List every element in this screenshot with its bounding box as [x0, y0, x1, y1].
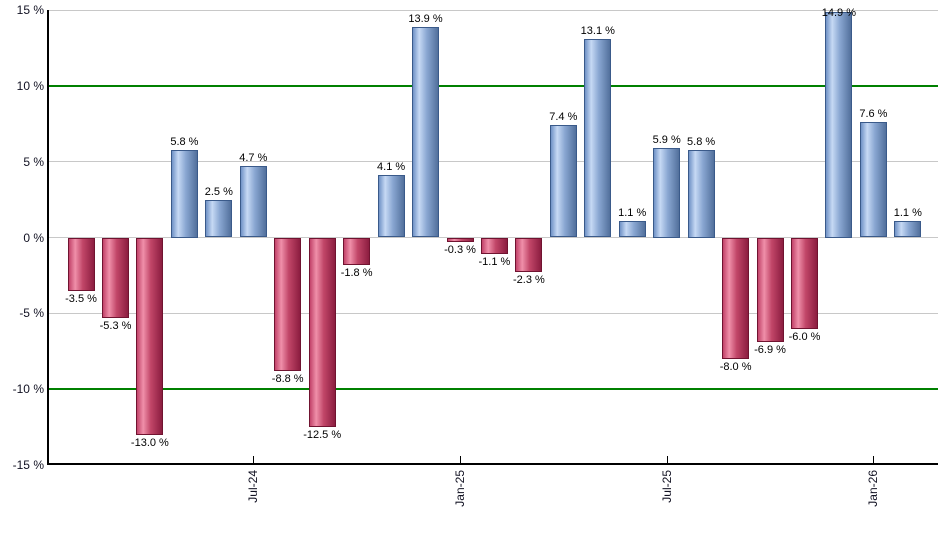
x-axis-label: Jul-24: [246, 470, 261, 503]
bar-positive: [239, 166, 267, 238]
bar-value-label: 1.1 %: [618, 206, 647, 219]
bar-negative: [102, 237, 129, 318]
bar-value-label: -8.8 %: [271, 373, 304, 385]
x-axis-label: Jul-25: [659, 470, 674, 503]
bar-positive: [653, 148, 681, 238]
bar-negative: [515, 237, 543, 273]
bar-positive: [859, 122, 887, 238]
gridline: [49, 9, 938, 11]
bar-negative: [136, 237, 164, 435]
bar-negative: [67, 237, 95, 291]
x-axis-label: Jan-26: [866, 470, 881, 507]
bar-positive: [170, 149, 198, 238]
bar-positive: [894, 220, 922, 238]
bar-value-label: 14.9 %: [821, 7, 857, 19]
y-axis-label: 5 %: [23, 154, 44, 169]
bar-value-label: -6.0 %: [788, 330, 821, 343]
bar-value-label: 5.8 %: [687, 135, 716, 148]
gridline: [49, 312, 938, 314]
bar-value-label: -3.5 %: [65, 292, 97, 305]
y-axis-label: -10 %: [12, 382, 44, 397]
gridline: [49, 161, 938, 163]
bar-negative: [480, 237, 508, 255]
bar-positive: [377, 175, 405, 238]
y-axis-line: [47, 10, 49, 465]
bar-value-label: -1.8 %: [340, 266, 373, 279]
y-axis-label: 0 %: [23, 230, 44, 245]
bar-value-label: -8.0 %: [719, 360, 752, 373]
bar-value-label: 2.5 %: [204, 185, 233, 198]
bar-negative: [343, 237, 371, 265]
y-axis-label: 10 %: [16, 78, 44, 93]
x-axis-tick: [666, 456, 668, 463]
x-axis-tick: [253, 456, 255, 463]
reference-line: [49, 388, 938, 391]
reference-line: [49, 84, 938, 87]
bar-negative: [791, 237, 818, 329]
y-axis-label: 15 %: [16, 3, 44, 17]
bar-negative: [446, 237, 474, 242]
x-axis-label: Jan-25: [453, 470, 467, 507]
x-axis-tick: [873, 456, 875, 463]
bar-positive: [618, 220, 646, 238]
bar-value-label: 4.1 %: [377, 161, 406, 174]
bar-value-label: 13.9 %: [408, 12, 443, 25]
bar-positive: [825, 11, 853, 238]
bar-positive: [205, 199, 233, 238]
bar-value-label: -0.3 %: [444, 244, 476, 257]
bar-negative: [274, 237, 302, 371]
bar-value-label: -6.9 %: [754, 344, 786, 357]
bar-negative: [308, 237, 336, 428]
bar-positive: [549, 125, 577, 238]
x-axis-tick: [460, 456, 461, 463]
bar-positive: [412, 26, 439, 238]
bar-value-label: 4.7 %: [239, 152, 268, 165]
bar-value-label: 7.6 %: [859, 108, 888, 121]
bar-negative: [756, 237, 784, 343]
bar-value-label: 7.4 %: [549, 111, 578, 124]
bar-value-label: -2.3 %: [512, 274, 545, 287]
y-axis-label: -15 %: [12, 458, 44, 472]
bar-value-label: 1.1 %: [893, 206, 922, 219]
bar-value-label: -5.3 %: [99, 319, 132, 332]
x-axis-line: [47, 463, 938, 465]
y-axis-label: -5 %: [19, 306, 44, 321]
bar-positive: [584, 38, 612, 238]
bar-value-label: 5.8 %: [170, 135, 199, 148]
bar-negative: [722, 237, 750, 359]
bar-value-label: -1.1 %: [478, 256, 511, 269]
bar-value-label: 5.9 %: [652, 134, 681, 146]
bar-value-label: -13.0 %: [130, 436, 169, 449]
bar-positive: [687, 149, 715, 238]
bar-value-label: -12.5 %: [303, 429, 342, 442]
bar-value-label: 13.1 %: [580, 24, 615, 37]
